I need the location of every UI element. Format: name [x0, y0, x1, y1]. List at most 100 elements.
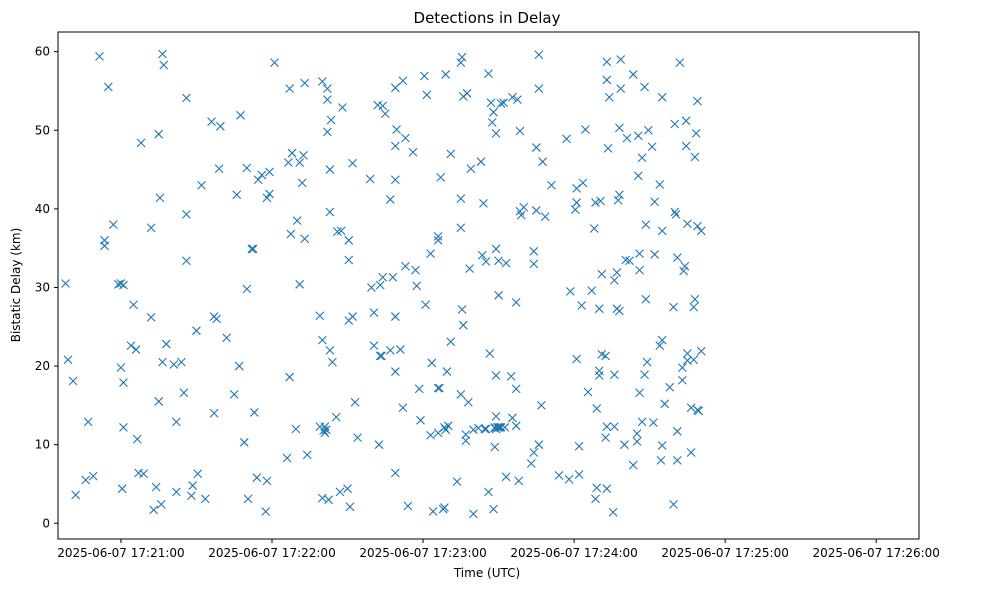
- data-point: [261, 507, 271, 516]
- data-point: [462, 88, 472, 98]
- data-point: [689, 355, 699, 365]
- data-point: [212, 314, 221, 324]
- y-tick-label: 50: [35, 123, 50, 137]
- data-point: [665, 382, 675, 392]
- data-point: [587, 286, 597, 295]
- data-point: [182, 209, 191, 219]
- data-point: [287, 148, 297, 158]
- data-point: [412, 281, 422, 291]
- data-point: [672, 253, 682, 262]
- data-point: [491, 129, 501, 138]
- data-point: [632, 429, 642, 439]
- data-point: [252, 473, 262, 483]
- data-point: [491, 244, 501, 254]
- data-point: [441, 70, 451, 79]
- data-point: [529, 246, 539, 256]
- data-point: [369, 308, 379, 318]
- data-point: [265, 189, 274, 199]
- data-point: [633, 171, 643, 181]
- y-tick-label: 20: [35, 359, 50, 373]
- data-point: [480, 424, 490, 434]
- data-point: [615, 190, 624, 200]
- data-point: [514, 476, 524, 486]
- data-point: [390, 468, 400, 478]
- data-point: [616, 84, 626, 93]
- data-point: [690, 152, 700, 162]
- data-point: [677, 363, 687, 373]
- data-point: [672, 456, 682, 465]
- data-point: [686, 448, 696, 457]
- data-point: [131, 345, 141, 354]
- data-point: [129, 300, 138, 310]
- data-point: [108, 220, 118, 229]
- data-point: [691, 129, 701, 138]
- data-point: [672, 426, 682, 436]
- data-point: [511, 384, 521, 394]
- data-point: [489, 504, 498, 514]
- data-point: [100, 241, 109, 251]
- data-point: [401, 261, 410, 271]
- data-point: [529, 259, 539, 269]
- data-point: [602, 75, 612, 85]
- data-point: [620, 440, 629, 450]
- data-point: [283, 158, 293, 167]
- data-point: [317, 335, 327, 345]
- data-point: [650, 250, 660, 259]
- data-point: [249, 408, 259, 417]
- data-point: [436, 173, 446, 182]
- data-point: [622, 133, 632, 143]
- data-point: [601, 351, 610, 361]
- data-point: [374, 440, 384, 450]
- data-point: [176, 357, 186, 367]
- data-point: [385, 195, 395, 204]
- data-point: [414, 384, 424, 394]
- data-point: [461, 430, 471, 439]
- data-point: [602, 57, 612, 67]
- data-point: [427, 358, 437, 368]
- data-point: [126, 341, 136, 351]
- data-point: [248, 244, 258, 254]
- data-point: [390, 367, 400, 376]
- data-point: [285, 84, 295, 93]
- data-point: [540, 212, 550, 222]
- data-point: [536, 400, 546, 410]
- data-point: [286, 229, 296, 239]
- data-point: [501, 258, 511, 268]
- data-point: [388, 272, 398, 282]
- data-point: [609, 276, 619, 285]
- data-point: [657, 441, 667, 450]
- data-point: [486, 98, 496, 108]
- data-point: [655, 180, 665, 189]
- data-point: [416, 415, 425, 425]
- data-point: [324, 495, 334, 505]
- data-point: [71, 490, 81, 500]
- data-point: [320, 422, 330, 431]
- data-point: [500, 422, 510, 432]
- data-point: [612, 268, 622, 277]
- data-point: [602, 484, 612, 494]
- data-point: [207, 117, 216, 126]
- data-point: [335, 487, 345, 497]
- data-point: [192, 326, 201, 336]
- data-point: [531, 206, 541, 215]
- data-point: [534, 440, 544, 450]
- data-point: [456, 194, 466, 204]
- data-point: [193, 469, 203, 479]
- data-point: [229, 389, 239, 399]
- data-point: [343, 484, 352, 494]
- data-point: [149, 505, 159, 515]
- data-point: [657, 92, 667, 102]
- y-tick-label: 0: [42, 516, 50, 530]
- data-point: [222, 333, 232, 343]
- data-point: [501, 472, 511, 482]
- data-point: [344, 255, 354, 265]
- data-point: [489, 107, 498, 117]
- data-point: [146, 223, 156, 233]
- data-point: [179, 388, 189, 398]
- data-point: [239, 437, 249, 447]
- data-point: [616, 55, 626, 64]
- data-point: [257, 170, 267, 180]
- data-point: [390, 175, 400, 185]
- data-point: [322, 127, 332, 137]
